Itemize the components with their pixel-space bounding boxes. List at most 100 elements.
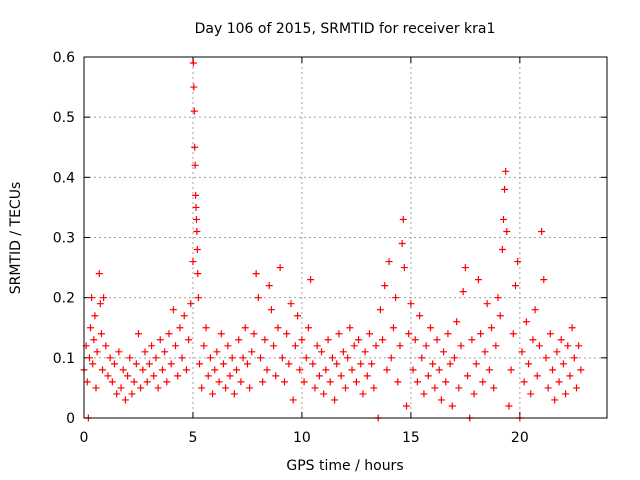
data-point — [191, 143, 199, 151]
data-point — [92, 384, 100, 392]
data-point — [156, 336, 164, 344]
data-point — [479, 378, 487, 386]
data-point — [379, 336, 387, 344]
x-tick-label: 10 — [293, 430, 311, 446]
data-point — [394, 378, 402, 386]
data-point — [233, 366, 241, 374]
data-point — [311, 384, 319, 392]
data-point — [418, 354, 426, 362]
data-point — [263, 366, 271, 374]
data-point — [446, 360, 454, 368]
data-point — [89, 360, 97, 368]
data-point — [538, 227, 546, 235]
data-point — [399, 215, 407, 223]
data-point — [113, 390, 121, 398]
data-point — [531, 306, 539, 314]
data-point — [525, 360, 533, 368]
data-point — [180, 312, 188, 320]
data-point — [192, 203, 200, 211]
data-point — [437, 396, 445, 404]
data-point — [490, 384, 498, 392]
data-point — [503, 227, 511, 235]
data-point — [350, 342, 358, 350]
data-point — [470, 390, 478, 398]
data-point — [294, 312, 302, 320]
data-point — [370, 384, 378, 392]
data-point — [111, 360, 119, 368]
data-point — [117, 384, 125, 392]
y-tick-label: 0.6 — [53, 50, 75, 66]
data-point — [187, 300, 195, 308]
data-point — [344, 354, 352, 362]
data-point — [422, 342, 430, 350]
data-point — [505, 402, 513, 410]
data-point — [265, 282, 273, 290]
data-point — [252, 270, 260, 278]
data-point — [363, 372, 371, 380]
y-tick-label: 0.5 — [53, 110, 75, 126]
data-point — [224, 342, 232, 350]
data-point — [407, 300, 415, 308]
data-point — [413, 378, 421, 386]
data-point — [405, 330, 413, 338]
data-point — [361, 348, 369, 356]
data-point — [392, 294, 400, 302]
data-point — [566, 372, 574, 380]
data-point — [235, 336, 243, 344]
data-point — [88, 294, 96, 302]
data-point — [335, 330, 343, 338]
data-point — [522, 318, 530, 326]
data-point — [453, 318, 461, 326]
data-point — [331, 396, 339, 404]
data-point — [485, 366, 493, 374]
data-point — [546, 330, 554, 338]
data-point — [93, 348, 101, 356]
data-point — [555, 378, 563, 386]
x-tick-label: 20 — [511, 430, 529, 446]
data-point — [507, 366, 515, 374]
data-point — [276, 264, 284, 272]
data-point — [192, 191, 200, 199]
data-point — [499, 215, 507, 223]
data-point — [424, 372, 432, 380]
data-point — [141, 348, 149, 356]
data-point — [542, 354, 550, 362]
data-point — [289, 396, 297, 404]
data-point — [128, 390, 136, 398]
data-point — [176, 324, 184, 332]
data-point — [195, 360, 203, 368]
data-point — [442, 378, 450, 386]
data-point — [533, 372, 541, 380]
chart-title: Day 106 of 2015, SRMTID for receiver kra… — [195, 21, 496, 37]
data-point — [514, 258, 522, 266]
data-point — [339, 348, 347, 356]
data-point — [191, 161, 199, 169]
data-point — [124, 372, 132, 380]
data-point — [337, 372, 345, 380]
data-point — [431, 384, 439, 392]
data-point — [372, 342, 380, 350]
y-tick-label: 0 — [66, 411, 75, 427]
data-point — [248, 348, 256, 356]
data-point — [161, 348, 169, 356]
data-point — [106, 354, 114, 362]
data-point — [477, 330, 485, 338]
data-point — [457, 342, 465, 350]
y-tick-label: 0.1 — [53, 351, 75, 367]
data-point — [91, 312, 99, 320]
data-point — [355, 336, 363, 344]
data-point — [95, 270, 103, 278]
x-tick-label: 0 — [80, 430, 89, 446]
data-point — [257, 354, 265, 362]
data-point — [494, 294, 502, 302]
data-point — [559, 360, 567, 368]
data-point — [568, 324, 576, 332]
data-point — [192, 215, 200, 223]
data-point — [302, 354, 310, 362]
data-point — [200, 342, 208, 350]
data-point — [540, 276, 548, 284]
data-point — [416, 312, 424, 320]
data-points — [80, 59, 585, 422]
data-point — [409, 366, 417, 374]
data-point — [193, 246, 201, 254]
